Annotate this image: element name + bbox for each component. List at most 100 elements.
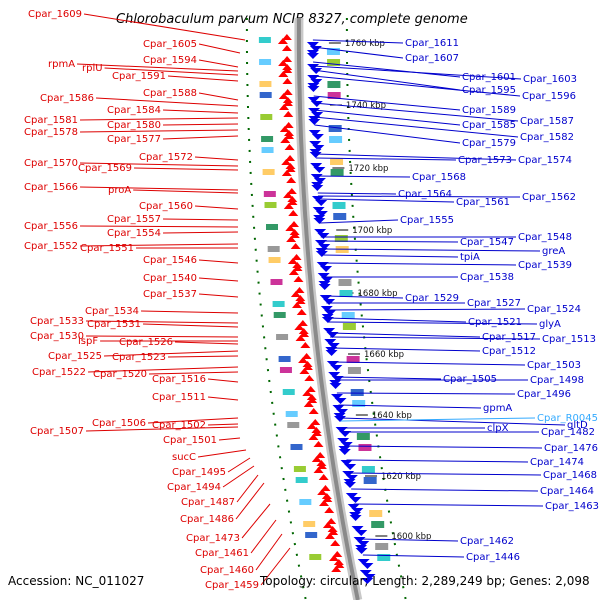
gene-label-text[interactable]: Cpar_1523 (112, 352, 166, 363)
gene-label-left[interactable]: Cpar_1572 (139, 152, 239, 163)
gene-label-text[interactable]: Cpar_1511 (152, 392, 206, 403)
gene-label-left[interactable]: Cpar_1570 (24, 158, 239, 169)
gene-label-left[interactable]: Cpar_1591 (112, 71, 239, 82)
gene-label-text[interactable]: glyA (539, 319, 561, 330)
gene-label-right[interactable]: Cpar_1596 (313, 75, 576, 102)
gene-label-right[interactable]: Cpar_1463 (353, 501, 599, 512)
gene-label-right[interactable]: Cpar_1498 (335, 375, 584, 386)
gene-label-left[interactable]: Cpar_1609 (28, 9, 246, 41)
gene-label-text[interactable]: rplU (82, 63, 103, 74)
gene-label-right[interactable]: Cpar_1611 (312, 38, 459, 49)
gene-label-text[interactable]: Cpar_1513 (542, 334, 596, 345)
gene-label-left[interactable]: ispF (78, 336, 238, 347)
gene-label-right[interactable]: Cpar_1521 (328, 317, 522, 328)
gene-label-text[interactable]: Cpar_1547 (460, 237, 514, 248)
gene-label-right[interactable]: Cpar_1527 (326, 298, 521, 309)
gene-label-text[interactable]: Cpar_R0045 (537, 413, 598, 424)
gene-label-right[interactable]: Cpar_1482 (342, 427, 595, 438)
gene-label-text[interactable]: Cpar_1577 (107, 134, 161, 145)
gene-label-right[interactable]: Cpar_R0045 (340, 413, 598, 424)
gene-label-text[interactable]: Cpar_1566 (24, 182, 78, 193)
gene-label-right[interactable]: Cpar_1548 (320, 232, 572, 243)
gene-label-right[interactable]: gltD (340, 417, 588, 431)
gene-label-text[interactable]: Cpar_1552 (24, 241, 78, 252)
gene-label-text[interactable]: sucC (172, 452, 196, 463)
gene-label-text[interactable]: Cpar_1584 (107, 105, 161, 116)
gene-label-right[interactable]: glyA (328, 319, 561, 330)
gene-label-right[interactable]: Cpar_1496 (336, 389, 571, 400)
gene-label-text[interactable]: Cpar_1568 (412, 172, 466, 183)
gene-label-left[interactable]: Cpar_1605 (143, 39, 241, 54)
gene-label-right[interactable]: Cpar_1547 (321, 237, 514, 248)
gene-label-right[interactable]: Cpar_1538 (324, 272, 514, 283)
gene-label-left[interactable]: Cpar_1552 (24, 241, 239, 252)
gene-label-text[interactable]: Cpar_1570 (24, 158, 78, 169)
gene-label-text[interactable]: Cpar_1529 (405, 293, 459, 304)
gene-label-text[interactable]: Cpar_1534 (85, 306, 139, 317)
gene-label-right[interactable]: Cpar_1595 (313, 69, 516, 96)
gene-label-left[interactable]: Cpar_1560 (139, 201, 239, 212)
gene-label-left[interactable]: Cpar_1554 (107, 228, 239, 239)
gene-label-left[interactable]: Cpar_1526 (119, 337, 239, 348)
gene-label-left[interactable]: Cpar_1530 (30, 331, 239, 342)
gene-label-right[interactable]: Cpar_1539 (322, 260, 572, 271)
gene-label-left[interactable]: Cpar_1557 (107, 214, 239, 225)
gene-label-text[interactable]: Cpar_1462 (460, 536, 514, 547)
gene-label-left[interactable]: Cpar_1487 (181, 474, 259, 508)
gene-label-text[interactable]: Cpar_1516 (152, 374, 206, 385)
gene-label-left[interactable]: Cpar_1495 (172, 457, 251, 478)
gene-label-text[interactable]: Cpar_1564 (398, 189, 452, 200)
gene-label-right[interactable]: Cpar_1589 (313, 95, 516, 116)
gene-label-text[interactable]: Cpar_1591 (112, 71, 166, 82)
gene-label-text[interactable]: Cpar_1594 (143, 55, 197, 66)
gene-label-left[interactable]: Cpar_1537 (143, 289, 239, 300)
gene-label-text[interactable]: Cpar_1572 (139, 152, 193, 163)
gene-label-text[interactable]: Cpar_1474 (530, 457, 584, 468)
gene-label-text[interactable]: Cpar_1554 (107, 228, 161, 239)
gene-label-left[interactable]: sucC (172, 449, 247, 463)
gene-label-right[interactable]: Cpar_1603 (313, 65, 577, 85)
gene-label-text[interactable]: Cpar_1569 (78, 163, 132, 174)
gene-label-text[interactable]: Cpar_1468 (543, 470, 597, 481)
gene-label-text[interactable]: Cpar_1582 (520, 132, 574, 143)
gene-label-text[interactable]: Cpar_1507 (30, 426, 84, 437)
gene-label-text[interactable]: Cpar_1548 (518, 232, 572, 243)
gene-label-text[interactable]: Cpar_1506 (92, 418, 146, 429)
gene-label-left[interactable]: Cpar_1566 (24, 182, 239, 193)
gene-label-right[interactable]: Cpar_1513 (330, 334, 596, 345)
gene-label-left[interactable]: Cpar_1522 (32, 366, 239, 378)
gene-label-left[interactable]: Cpar_1523 (112, 352, 239, 363)
gene-label-text[interactable]: Cpar_1503 (527, 360, 581, 371)
gene-label-left[interactable]: Cpar_1494 (167, 465, 255, 493)
gene-label-left[interactable]: Cpar_1525 (48, 350, 239, 362)
gene-label-text[interactable]: Cpar_1560 (139, 201, 193, 212)
gene-label-left[interactable]: Cpar_1516 (152, 374, 239, 385)
gene-label-text[interactable]: Cpar_1525 (48, 351, 102, 362)
gene-label-text[interactable]: Cpar_1586 (40, 93, 94, 104)
gene-label-left[interactable]: Cpar_1511 (152, 392, 239, 403)
gene-label-left[interactable]: rplU (82, 63, 239, 76)
gene-label-left[interactable]: Cpar_1461 (195, 519, 277, 559)
gene-label-left[interactable]: Cpar_1578 (24, 127, 239, 138)
gene-label-text[interactable]: Cpar_1531 (87, 319, 141, 330)
gene-label-text[interactable]: Cpar_1587 (520, 116, 574, 127)
gene-label-text[interactable]: Cpar_1512 (482, 346, 536, 357)
gene-label-left[interactable]: Cpar_1501 (163, 435, 241, 446)
gene-label-text[interactable]: Cpar_1495 (172, 467, 226, 478)
gene-label-text[interactable]: Cpar_1596 (522, 91, 576, 102)
gene-label-text[interactable]: clpX (487, 423, 509, 434)
gene-label-text[interactable]: Cpar_1581 (24, 115, 78, 126)
gene-label-text[interactable]: Cpar_1464 (540, 486, 594, 497)
gene-label-left[interactable]: Cpar_1588 (143, 88, 239, 101)
gene-label-left[interactable]: Cpar_1459 (205, 547, 291, 591)
gene-label-left[interactable]: Cpar_1531 (87, 319, 239, 330)
gene-label-right[interactable]: greA (321, 246, 566, 257)
gene-label-text[interactable]: Cpar_1561 (456, 197, 510, 208)
gene-label-text[interactable]: ispF (78, 336, 98, 347)
gene-label-text[interactable]: Cpar_1557 (107, 214, 161, 225)
gene-label-text[interactable]: gpmA (483, 403, 512, 414)
gene-label-text[interactable]: Cpar_1537 (143, 289, 197, 300)
gene-label-text[interactable]: Cpar_1496 (517, 389, 571, 400)
gene-label-text[interactable]: Cpar_1556 (24, 221, 78, 232)
gene-label-text[interactable]: Cpar_1580 (107, 120, 161, 131)
